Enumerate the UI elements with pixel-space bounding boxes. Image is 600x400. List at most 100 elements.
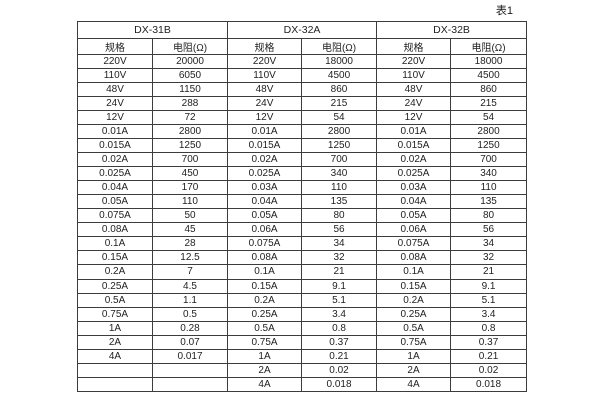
- resistance-cell: 18000: [450, 53, 528, 70]
- resistance-cell: 1150: [151, 82, 229, 98]
- table-row: 0.2A 7 0.1A 21 0.1A 21: [77, 264, 528, 280]
- spec-cell: 0.015A: [227, 138, 303, 154]
- spec-cell: 220V: [376, 53, 452, 70]
- resistance-cell: 28: [151, 236, 229, 252]
- spec-cell: 0.01A: [376, 124, 452, 140]
- resistance-cell: 135: [450, 194, 528, 210]
- spec-cell: 0.075A: [227, 236, 303, 252]
- resistance-cell: 12.5: [151, 250, 229, 266]
- spec-cell: 0.08A: [227, 250, 303, 266]
- spec-cell: 24V: [77, 96, 153, 112]
- spec-cell: 48V: [227, 82, 303, 98]
- spec-cell: 0.02A: [77, 152, 153, 168]
- resistance-column-header: 电阻(Ω): [301, 38, 378, 55]
- spec-cell: 4A: [376, 376, 452, 393]
- spec-cell: 0.025A: [77, 166, 153, 182]
- resistance-cell: 0.37: [301, 334, 378, 350]
- spec-cell: 12V: [227, 110, 303, 126]
- resistance-cell: 135: [301, 194, 378, 210]
- spec-cell: 0.06A: [376, 222, 452, 238]
- spec-cell: 0.5A: [376, 320, 452, 336]
- resistance-column-header: 电阻(Ω): [151, 38, 229, 55]
- spec-cell: 1A: [77, 320, 153, 336]
- resistance-cell: 1.1: [151, 292, 229, 308]
- spec-cell: 0.1A: [376, 264, 452, 280]
- spec-cell: 0.015A: [77, 138, 153, 154]
- spec-cell: 0.15A: [227, 278, 303, 294]
- resistance-cell: 0.21: [301, 348, 378, 364]
- spec-cell: 0.2A: [376, 292, 452, 308]
- resistance-cell: 20000: [151, 53, 229, 70]
- spec-cell: 0.04A: [227, 194, 303, 210]
- spec-cell: 220V: [77, 53, 153, 70]
- spec-cell: 2A: [227, 362, 303, 378]
- resistance-cell: 0.018: [450, 376, 528, 393]
- spec-cell: 0.015A: [376, 138, 452, 154]
- group-header: DX-32A: [227, 21, 378, 39]
- group-header: DX-32B: [376, 21, 528, 39]
- resistance-cell: 215: [450, 96, 528, 112]
- spec-cell: 0.75A: [227, 334, 303, 350]
- resistance-cell: 4500: [450, 68, 528, 84]
- table-row: 1A 0.28 0.5A 0.8 0.5A 0.8: [77, 320, 528, 336]
- resistance-cell: 72: [151, 110, 229, 126]
- spec-cell: 24V: [376, 96, 452, 112]
- resistance-cell: 215: [301, 96, 378, 112]
- spec-cell: 48V: [77, 82, 153, 98]
- spec-cell: 2A: [376, 362, 452, 378]
- spec-cell: 0.08A: [77, 222, 153, 238]
- table-row: 0.05A 110 0.04A 135 0.04A 135: [77, 194, 528, 210]
- spec-cell: 0.2A: [227, 292, 303, 308]
- table-row: 0.5A 1.1 0.2A 5.1 0.2A 5.1: [77, 292, 528, 308]
- table-row: 2A 0.07 0.75A 0.37 0.75A 0.37: [77, 334, 528, 350]
- spec-cell: 0.08A: [376, 250, 452, 266]
- table-row: 12V 72 12V 54 12V 54: [77, 110, 528, 126]
- table-row: 0.015A 1250 0.015A 1250 0.015A 1250: [77, 138, 528, 154]
- table-row: 4A 0.018 4A 0.018: [77, 376, 528, 393]
- spec-cell: 0.01A: [77, 124, 153, 140]
- resistance-cell: 56: [301, 222, 378, 238]
- resistance-cell: 0.8: [450, 320, 528, 336]
- resistance-cell: 0.21: [450, 348, 528, 364]
- spec-cell: 110V: [77, 68, 153, 84]
- table-row: 0.01A 2800 0.01A 2800 0.01A 2800: [77, 124, 528, 140]
- resistance-cell: 80: [450, 208, 528, 224]
- group-header: DX-31B: [76, 21, 229, 39]
- resistance-cell: 0.37: [450, 334, 528, 350]
- spec-cell: 0.1A: [227, 264, 303, 280]
- resistance-cell: 0.02: [301, 362, 378, 378]
- resistance-cell: 34: [450, 236, 528, 252]
- resistance-cell: 56: [450, 222, 528, 238]
- resistance-cell: 4.5: [151, 278, 229, 294]
- resistance-cell: 7: [151, 264, 229, 280]
- spec-cell: 12V: [376, 110, 452, 126]
- resistance-cell: 4500: [301, 68, 378, 84]
- table-row: 4A 0.017 1A 0.21 1A 0.21: [77, 348, 528, 364]
- resistance-cell: 5.1: [450, 292, 528, 308]
- resistance-cell: 700: [151, 152, 229, 168]
- spec-cell: [77, 376, 153, 393]
- spec-cell: 0.03A: [376, 180, 452, 196]
- resistance-cell: 21: [301, 264, 378, 280]
- spec-cell: 4A: [227, 376, 303, 393]
- resistance-cell: 700: [301, 152, 378, 168]
- resistance-cell: 32: [301, 250, 378, 266]
- spec-cell: 0.75A: [77, 306, 153, 322]
- resistance-cell: 2800: [151, 124, 229, 140]
- resistance-cell: 170: [151, 180, 229, 196]
- spec-cell: 0.25A: [227, 306, 303, 322]
- spec-column-header: 规格: [376, 38, 452, 55]
- spec-cell: 0.04A: [77, 180, 153, 196]
- table-row: 2A 0.02 2A 0.02: [77, 362, 528, 378]
- spec-cell: 0.01A: [227, 124, 303, 140]
- resistance-cell: [151, 376, 229, 393]
- spec-cell: 0.05A: [77, 194, 153, 210]
- spec-column-header: 规格: [227, 38, 303, 55]
- resistance-cell: 1250: [301, 138, 378, 154]
- resistance-cell: 3.4: [301, 306, 378, 322]
- resistance-cell: 3.4: [450, 306, 528, 322]
- spec-cell: 110V: [227, 68, 303, 84]
- resistance-cell: 1250: [151, 138, 229, 154]
- spec-cell: 0.025A: [376, 166, 452, 182]
